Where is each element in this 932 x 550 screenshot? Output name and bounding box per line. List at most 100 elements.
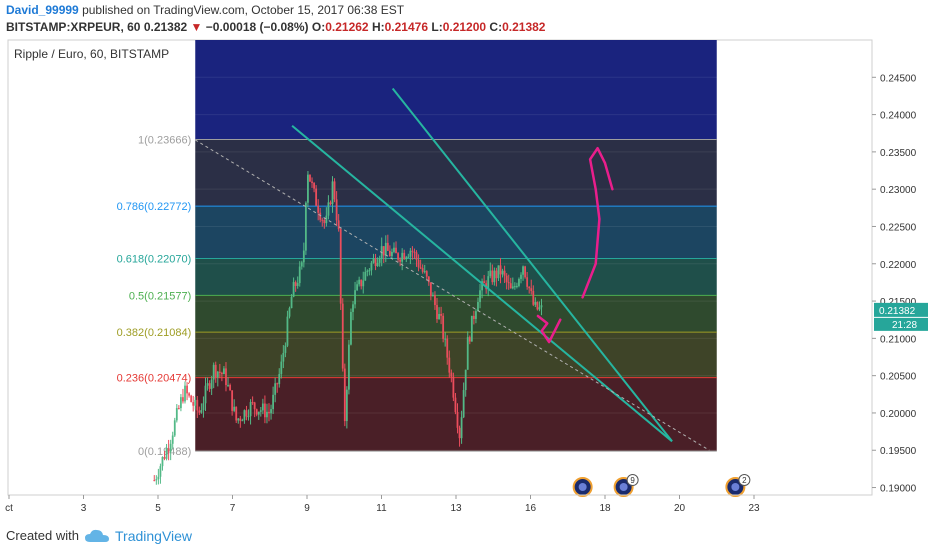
- candle-body: [362, 280, 365, 287]
- y-tick-label: 0.20000: [880, 409, 917, 420]
- candle-body: [345, 389, 348, 422]
- ohlc-high-value: 0.21476: [384, 20, 429, 34]
- candle-body: [382, 246, 385, 256]
- event-badge-count: 2: [742, 476, 747, 485]
- candle-body: [161, 456, 164, 467]
- candle-body: [475, 311, 477, 319]
- event-badge: [626, 474, 639, 486]
- y-tick-label: 0.22000: [880, 260, 917, 271]
- y-tick-label: 0.21500: [880, 297, 917, 308]
- candle-body: [288, 308, 291, 317]
- dashed-trendline[interactable]: [194, 139, 710, 451]
- candle-body: [432, 295, 434, 297]
- candle-body: [317, 205, 320, 213]
- candle-body: [225, 368, 227, 386]
- candle-body: [348, 344, 350, 390]
- forecast-up-arrow[interactable]: [581, 146, 614, 299]
- candle-body: [479, 290, 481, 303]
- candle-body: [323, 220, 326, 224]
- candle-body: [272, 394, 275, 410]
- fib-zone: [195, 139, 717, 207]
- candle-body: [194, 399, 197, 406]
- forecast-down-arrow[interactable]: [536, 314, 562, 344]
- fib-zone-top: [195, 40, 717, 140]
- candle-body: [397, 253, 399, 260]
- candle-body: [407, 256, 410, 258]
- published-text: published on TradingView.com, October 15…: [82, 3, 405, 17]
- y-tick-label: 0.19500: [880, 446, 917, 457]
- candle-body: [290, 296, 293, 309]
- countdown-label: 21:28: [892, 320, 917, 331]
- ohlc-close-label: C:: [489, 20, 503, 34]
- candle-body: [190, 395, 193, 403]
- candle-body: [165, 448, 168, 459]
- candle-body: [200, 409, 203, 413]
- change-value: −0.00018 (−0.08%): [205, 20, 309, 34]
- candle-body: [411, 250, 414, 252]
- fib-zone: [195, 377, 717, 452]
- candle-body: [528, 286, 531, 289]
- price-chart[interactable]: 1(0.23666) 0.786(0.22772) 0.618(0.22070) 0.…: [0, 38, 932, 518]
- ohlc-close-value: 0.21382: [502, 20, 546, 34]
- candle-body: [378, 258, 381, 263]
- y-tick-label: 0.21000: [880, 334, 917, 345]
- candle-body: [216, 371, 219, 378]
- candle-body: [300, 262, 303, 267]
- candle-body: [218, 371, 221, 373]
- candle-body: [237, 418, 240, 421]
- candle-body: [321, 219, 324, 221]
- x-tick-label: 3: [81, 503, 87, 514]
- trendline[interactable]: [291, 125, 673, 443]
- candle-body: [536, 302, 539, 310]
- candle-body: [177, 408, 180, 410]
- candle-body: [360, 279, 363, 287]
- candle-body: [243, 410, 246, 421]
- candle-body: [276, 383, 279, 385]
- fib-level-label: 0.382(0.21084): [117, 327, 192, 339]
- candle-body: [214, 364, 217, 378]
- candle-body: [425, 271, 428, 277]
- candle-body: [155, 479, 158, 481]
- candle-body: [208, 383, 211, 389]
- candle-body: [337, 220, 340, 230]
- candle-body: [483, 281, 486, 284]
- candle-body: [343, 368, 346, 422]
- candle-body: [358, 279, 361, 285]
- candle-body: [368, 270, 371, 272]
- ohlc-open-value: 0.21262: [325, 20, 369, 34]
- candle-body: [386, 242, 389, 251]
- candle-body: [259, 410, 262, 412]
- candle-body: [477, 302, 479, 312]
- candle-body: [448, 357, 451, 373]
- candle-body: [530, 288, 533, 292]
- chart-header: David_99999 published on TradingView.com…: [0, 0, 932, 38]
- candle-body: [356, 284, 359, 291]
- candle-body: [307, 174, 309, 203]
- author-link[interactable]: David_99999: [6, 3, 79, 17]
- candle-body: [311, 181, 313, 183]
- x-tick-label: 20: [674, 503, 686, 514]
- symbol-info: BITSTAMP:XRPEUR, 60 0.21382 ▼ −0.00018 (…: [6, 20, 545, 34]
- candle-body: [487, 276, 490, 290]
- candle-body: [450, 372, 453, 377]
- candle-body: [442, 315, 445, 339]
- x-tick-label: 16: [525, 503, 537, 514]
- candle-body: [333, 181, 336, 200]
- trendline[interactable]: [391, 87, 673, 442]
- candle-body: [167, 448, 170, 452]
- x-tick-label: 11: [376, 503, 387, 514]
- candle-body: [481, 281, 483, 291]
- candle-body: [511, 286, 514, 289]
- candle-body: [173, 420, 176, 436]
- y-tick-label: 0.24000: [880, 111, 917, 122]
- candle-body: [446, 338, 449, 358]
- candle-body: [421, 268, 424, 272]
- tradingview-brand[interactable]: TradingView: [115, 528, 193, 544]
- candle-body: [175, 408, 178, 421]
- candle-body: [202, 403, 205, 410]
- candle-body: [522, 266, 524, 275]
- candle-body: [296, 283, 299, 286]
- event-marker-core: [578, 483, 587, 491]
- candle-body: [352, 304, 354, 312]
- created-with-text: Created with: [6, 528, 79, 543]
